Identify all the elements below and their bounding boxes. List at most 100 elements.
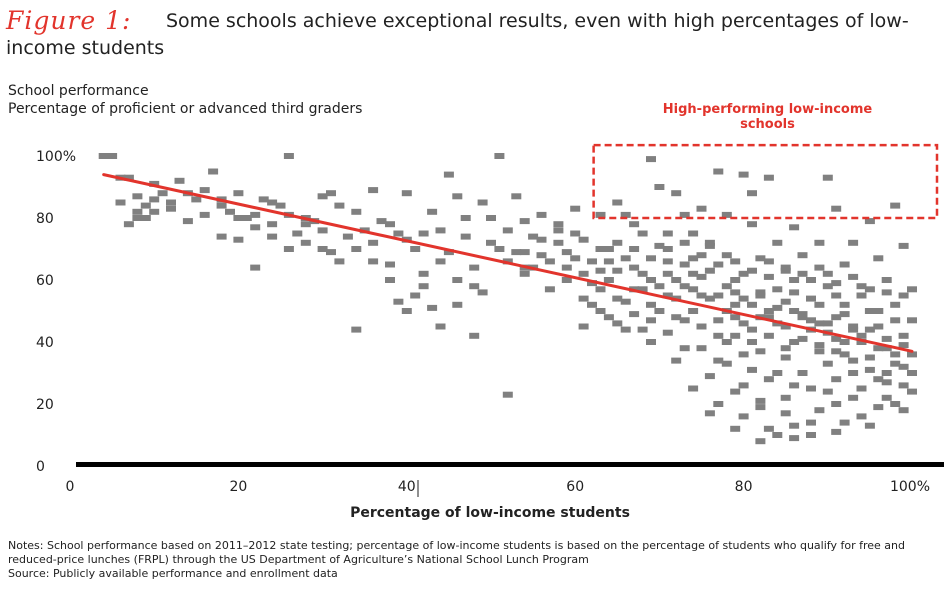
data-point [789, 308, 800, 314]
data-point [115, 199, 126, 206]
data-point [822, 174, 833, 181]
data-point [620, 298, 631, 305]
data-point [199, 211, 210, 218]
data-point [831, 376, 842, 383]
data-point [646, 156, 656, 163]
data-point [385, 261, 395, 268]
data-point [98, 153, 109, 159]
data-point [789, 339, 800, 345]
data-point [856, 332, 867, 339]
data-point [536, 252, 547, 259]
data-point [780, 354, 791, 361]
data-point [730, 425, 741, 432]
data-point [704, 410, 715, 417]
data-point [326, 190, 336, 197]
data-point [704, 295, 715, 302]
data-point [629, 311, 640, 318]
data-point [864, 354, 875, 361]
data-point [107, 153, 118, 159]
data-point [789, 435, 800, 442]
data-point [637, 230, 648, 237]
data-point [300, 239, 311, 246]
data-point [216, 233, 227, 240]
data-point [780, 410, 791, 417]
data-point [898, 382, 909, 389]
data-point [890, 351, 901, 358]
data-point [679, 239, 690, 246]
data-point [873, 404, 884, 411]
data-point [814, 342, 825, 349]
data-point [140, 215, 151, 221]
data-point [654, 283, 665, 290]
data-point [839, 339, 850, 345]
data-point [730, 388, 741, 395]
data-point [418, 283, 429, 290]
data-point [637, 270, 648, 277]
data-point [502, 227, 513, 234]
data-point [654, 308, 665, 314]
data-point [831, 401, 842, 407]
data-point [300, 221, 311, 228]
data-point [763, 332, 774, 339]
data-point [629, 221, 640, 228]
x-tick-label: 100% [890, 479, 930, 495]
data-point [267, 221, 278, 228]
data-point [275, 202, 286, 209]
data-point [123, 221, 134, 228]
data-point [772, 239, 783, 246]
data-point [814, 348, 825, 355]
data-point [780, 394, 791, 401]
data-point [822, 270, 833, 277]
data-point [561, 249, 572, 256]
data-point [831, 428, 842, 435]
data-point [814, 301, 825, 308]
data-point [149, 180, 160, 187]
data-point [806, 419, 816, 426]
notes-text: Notes: School performance based on 2011–… [8, 539, 905, 566]
data-point [132, 193, 143, 200]
data-point [216, 202, 227, 209]
data-point [393, 230, 404, 237]
data-point [427, 304, 438, 311]
data-point [907, 351, 917, 358]
data-point [612, 320, 623, 327]
data-point [747, 301, 757, 308]
data-point [376, 218, 387, 225]
data-point [292, 230, 303, 237]
data-point [502, 391, 513, 398]
data-point [452, 301, 463, 308]
data-point [351, 246, 362, 252]
data-point [671, 190, 682, 197]
data-point [283, 246, 294, 252]
data-point [140, 202, 151, 209]
data-point [814, 239, 825, 246]
data-point [637, 326, 648, 333]
data-point [831, 280, 842, 287]
data-point [713, 168, 724, 175]
data-point [452, 193, 463, 200]
data-point [603, 258, 614, 265]
data-point [258, 196, 269, 203]
data-point [898, 242, 909, 249]
data-point [797, 314, 808, 321]
data-point [831, 292, 842, 299]
data-point [763, 425, 774, 432]
data-point [283, 153, 294, 159]
data-point [898, 363, 909, 370]
data-point [730, 258, 741, 265]
data-point [721, 360, 732, 367]
data-point [864, 218, 875, 225]
data-point [780, 264, 791, 271]
data-point [881, 370, 892, 376]
data-point [519, 218, 530, 225]
data-point [570, 205, 581, 212]
data-point [822, 283, 833, 290]
data-point [528, 233, 539, 240]
data-point [688, 308, 699, 314]
data-point [250, 224, 261, 231]
data-point [199, 187, 210, 194]
data-point [747, 339, 757, 345]
data-point [839, 261, 850, 268]
data-point [166, 205, 176, 212]
data-point [679, 345, 690, 352]
